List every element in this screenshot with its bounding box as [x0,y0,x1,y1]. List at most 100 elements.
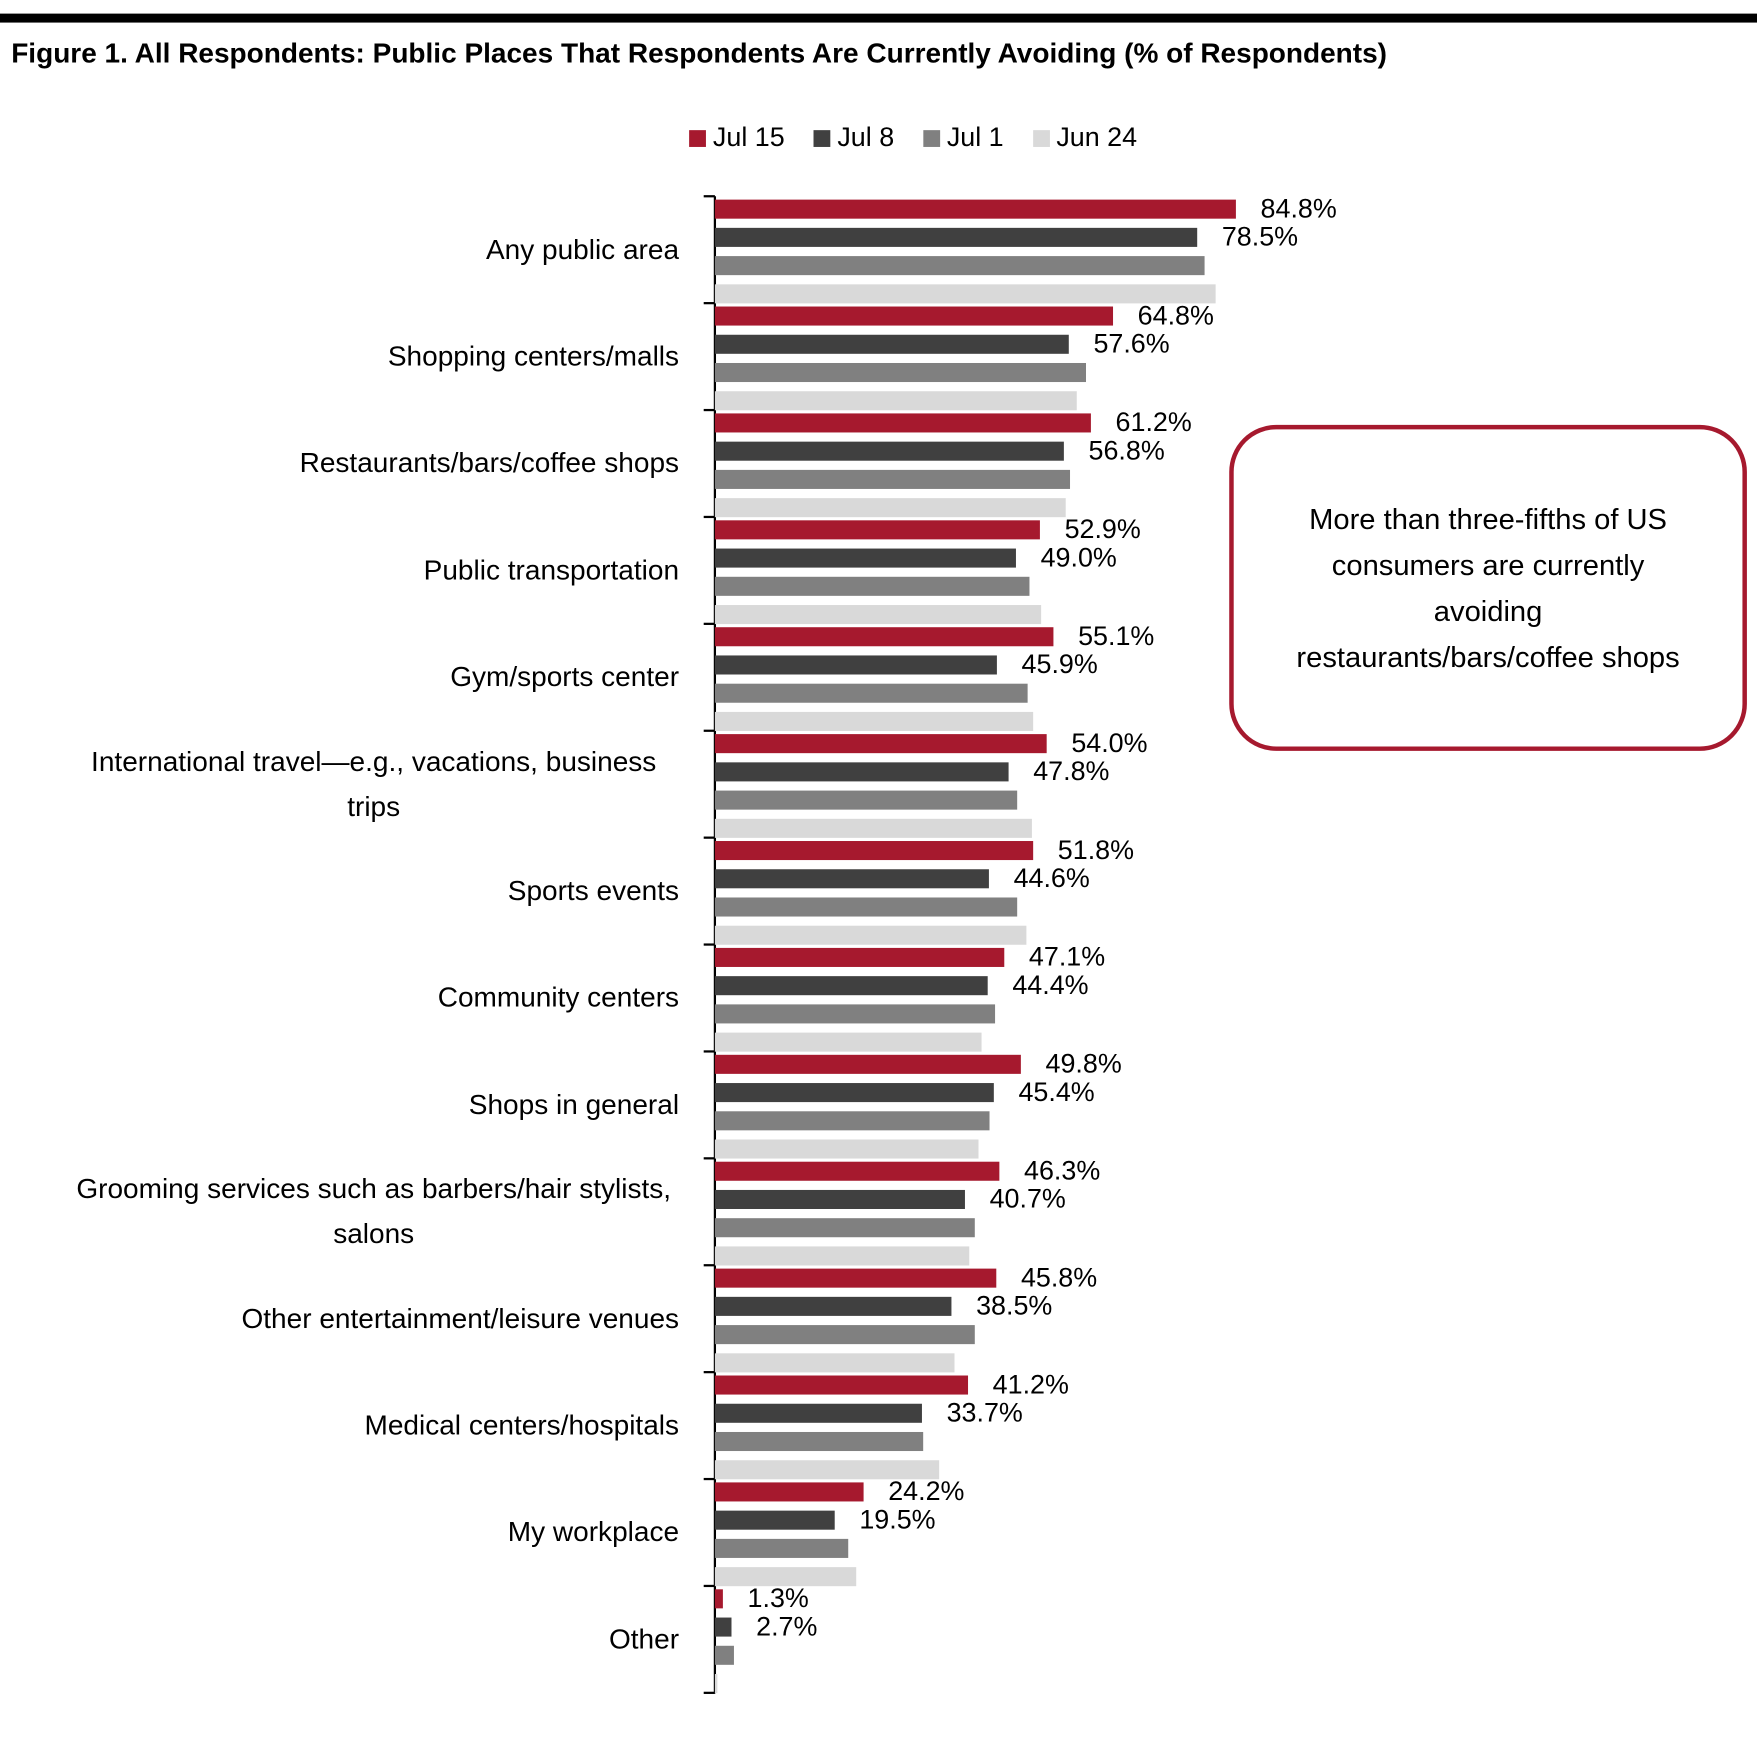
bar [714,284,1216,304]
category-label-text: International travel—e.g., vacations, bu… [91,746,657,823]
category-label: Grooming services such as barbers/hair s… [45,1158,679,1265]
category-label-wrap: Other entertainment/leisure venues [45,1265,679,1372]
bar [714,1674,718,1694]
annotation-box [1229,424,1747,751]
legend-item: Jul 1 [923,122,1004,153]
value-label: 49.8% [1046,1049,1122,1079]
category-label: Other [608,1623,680,1656]
annotation-wrap: More than three-fifths of US consumers a… [1238,432,1738,745]
category-label-text: Any public area [485,234,680,266]
category-label-wrap: Any public area [45,196,679,303]
category-label-text: Restaurants/bars/coffee shops [299,447,680,480]
value-label: 24.2% [888,1476,964,1506]
bar [714,1589,723,1609]
category-label-wrap: International travel—e.g., vacations, bu… [45,731,679,838]
bar [714,869,989,889]
bar [714,1083,994,1103]
bar [714,925,1027,945]
category-label-wrap: Public transportation [45,517,679,624]
bar [714,199,1236,219]
legend-box: Jul 15 Jul 8 Jul 1 Jun 24 [448,118,1378,158]
value-label: 44.6% [1014,863,1090,893]
category-label: Restaurants/bars/coffee shops [299,447,680,480]
category-label-text: Shops in general [468,1089,680,1121]
category-label-wrap: Shops in general [45,1051,679,1158]
bar [714,1431,924,1452]
bar [714,711,1034,731]
category-label: Public transportation [45,517,679,624]
legend-swatch [923,130,941,148]
category-label-wrap: Grooming services such as barbers/hair s… [45,1158,679,1265]
bar [714,1111,990,1131]
category-label: Sports events [45,838,679,945]
value-label: 46.3% [1024,1155,1100,1185]
value-label: 44.4% [1012,970,1088,1000]
category-label-text: Other [608,1623,680,1656]
legend-label: Jun 24 [1056,122,1138,153]
category-label-wrap: Sports events [45,838,679,945]
value-label: 33.7% [947,1398,1023,1428]
value-label: 47.1% [1029,942,1105,972]
category-label: My workplace [45,1479,679,1586]
legend: Jul 15 Jul 8 Jul 1 Jun 24 [448,118,1378,158]
value-label: 55.1% [1078,621,1154,651]
value-label: 54.0% [1071,728,1147,758]
category-label-wrap: Gym/sports center [45,624,679,731]
category-label-text: Gym/sports center [450,661,680,693]
bar [714,306,1114,326]
category-label-text: My workplace [507,1516,680,1549]
bar [714,1567,857,1587]
legend-item: Jun 24 [1032,122,1138,153]
bar [714,1482,864,1502]
category-label-wrap: Medical centers/hospitals [45,1372,680,1479]
bar [714,841,1034,861]
category-label: International travel—e.g., vacations, bu… [45,731,679,838]
value-label: 56.8% [1089,435,1165,465]
bar [714,947,1005,967]
category-label: Medical centers/hospitals [45,1372,680,1479]
bar [714,1375,969,1395]
legend-swatch [813,130,831,148]
bar [714,413,1091,433]
value-label: 61.2% [1116,407,1192,437]
bar [714,734,1047,754]
bar [714,1325,975,1345]
category-label: Any public area [45,196,679,303]
category-label: Shopping centers/malls [45,303,679,410]
bar [714,683,1028,703]
bar [714,1189,965,1209]
legend-item: Jul 8 [813,122,894,153]
bar [714,334,1069,354]
category-label: Other entertainment/leisure venues [45,1265,679,1372]
bar [714,256,1205,276]
category-label: Gym/sports center [45,624,679,731]
bar [714,498,1066,518]
value-label: 45.9% [1022,649,1098,679]
bar [714,1004,996,1024]
bar [714,362,1086,383]
value-label: 40.7% [990,1184,1066,1214]
value-label: 49.0% [1041,542,1117,572]
bar [714,1403,922,1423]
category-label: Community centers [45,945,679,1052]
category-label-wrap: Community centers [45,945,679,1052]
value-label: 57.6% [1093,329,1169,359]
bar [714,790,1018,810]
category-label-wrap: Shopping centers/malls [45,303,679,410]
category-label-wrap: My workplace [45,1479,679,1586]
bar [714,1054,1021,1074]
category-label-text: Sports events [507,875,680,907]
bar [714,1538,849,1558]
bar [714,227,1198,247]
value-label: 47.8% [1033,756,1109,786]
bar [714,548,1016,568]
bar [714,520,1040,540]
bar [714,469,1071,489]
bar [714,391,1077,411]
bar [714,1032,982,1052]
bar [714,1353,955,1373]
bar [714,576,1030,596]
value-label: 45.4% [1018,1077,1094,1107]
bar [714,818,1032,838]
legend-item: Jul 15 [689,122,785,153]
